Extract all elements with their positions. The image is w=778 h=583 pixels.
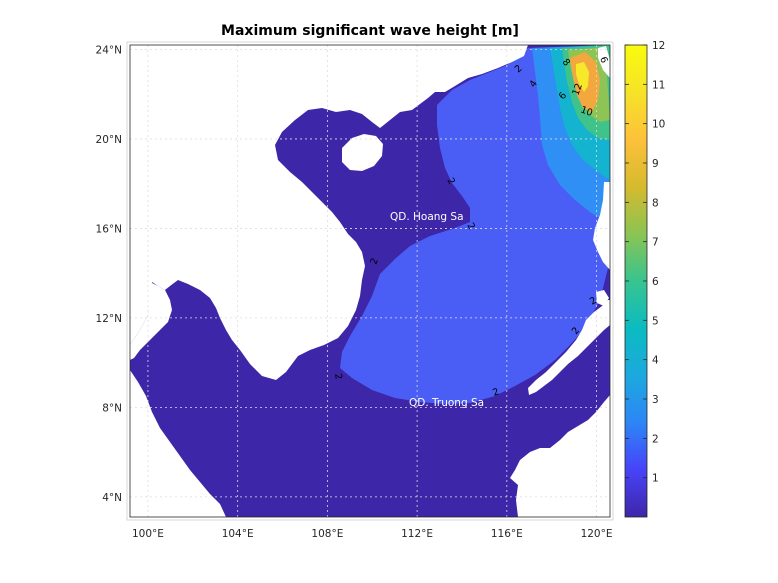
x-tick-label: 104°E (222, 528, 254, 540)
map-axes (130, 45, 610, 517)
colorbar-tick-label: 3 (652, 394, 659, 406)
colorbar-tick-label: 6 (652, 276, 659, 288)
y-tick-label: 20°N (96, 134, 122, 146)
y-tick-label: 16°N (96, 223, 122, 235)
colorbar-tick-label: 10 (652, 119, 665, 131)
contour-label: 8 (560, 57, 572, 69)
contour-label: 2 (464, 221, 477, 232)
x-tick-label: 100°E (132, 528, 164, 540)
x-tick-label: 120°E (581, 528, 613, 540)
y-tick-label: 4°N (102, 492, 122, 504)
land-mindoro (596, 290, 609, 306)
colorbar-tick-label: 1 (652, 473, 659, 485)
grid-lines (130, 45, 610, 517)
colorbar-tick-label: 5 (652, 315, 659, 327)
land-palawan (528, 300, 610, 395)
contour-label: 2 (513, 63, 525, 75)
contour-label: 4 (527, 78, 539, 89)
land-taiwan (598, 46, 610, 78)
place-label-truong-sa: QD. Truong Sa (409, 397, 484, 409)
contour-label: 2 (332, 373, 344, 381)
land-borneo (510, 395, 610, 517)
land-malay-peninsula (130, 282, 172, 360)
land-mainland (130, 45, 528, 380)
colorbar: 12 11 10 9 8 7 6 5 4 3 2 1 (624, 40, 665, 518)
x-tick-label: 108°E (311, 528, 343, 540)
colorbar-tick-label: 8 (652, 197, 659, 209)
land-sumatra (130, 370, 226, 517)
contour-label: 10 (579, 104, 594, 118)
colorbar-tick-label: 4 (652, 355, 659, 367)
land-hainan (342, 134, 383, 171)
colorbar-tick-label: 9 (652, 158, 659, 170)
y-tick-label: 12°N (96, 313, 122, 325)
contour-label: 6 (597, 55, 609, 64)
contour-label: 12 (570, 82, 584, 97)
axes-frame (129, 44, 611, 518)
colorbar-tick-label: 7 (652, 237, 659, 249)
colorbar-tick-label: 2 (652, 433, 659, 445)
colorbar-tick-label: 12 (652, 40, 665, 52)
contour-label: 2 (588, 295, 599, 308)
wave-zone-12m (576, 62, 589, 92)
figure-title: Maximum significant wave height [m] (221, 23, 519, 39)
x-tick-label: 112°E (401, 528, 433, 540)
contour-label: 2 (491, 386, 500, 398)
colorbar-tick-label: 11 (652, 79, 665, 91)
y-axis-ticks: 24°N 20°N 16°N 12°N 8°N 4°N (96, 44, 122, 503)
contour-labels: 2 2 2 2 2 2 2 2 4 6 8 10 12 6 (332, 55, 610, 399)
y-tick-label: 8°N (102, 402, 122, 414)
y-tick-label: 24°N (96, 44, 122, 56)
contour-label: 2 (444, 176, 457, 187)
x-axis-ticks: 100°E 104°E 108°E 112°E 116°E 120°E (132, 528, 613, 540)
contour-label: 2 (570, 325, 582, 337)
place-label-hoang-sa: QD. Hoang Sa (390, 211, 464, 223)
axes-inner-frame (126, 41, 614, 521)
contour-label: 6 (557, 90, 569, 102)
land-luzon (593, 182, 610, 270)
contour-label: 2 (368, 257, 380, 266)
x-tick-label: 116°E (491, 528, 523, 540)
colorbar-ticks: 12 11 10 9 8 7 6 5 4 3 2 1 (625, 40, 665, 485)
